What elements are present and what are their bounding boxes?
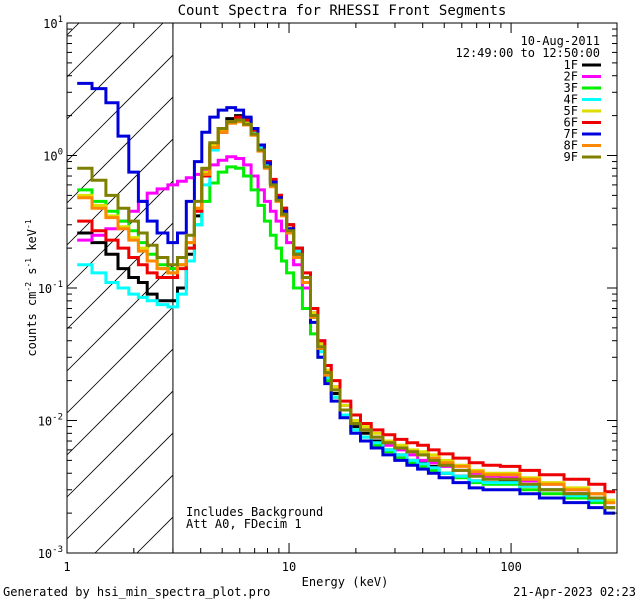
- x-tick-labels: 1 10 100: [63, 560, 522, 574]
- series-line-5F: [77, 118, 616, 502]
- series-layer: [77, 81, 616, 515]
- series-line-7F: [77, 81, 616, 515]
- legend-time-range: 12:49:00 to 12:50:00: [456, 46, 601, 60]
- legend-label-4F: 4F: [564, 93, 578, 107]
- hatch-line: [67, 432, 173, 540]
- annotation-background: Includes Background: [186, 505, 323, 519]
- x-tick-label: 10: [282, 560, 296, 574]
- series-line-1F: [77, 114, 616, 510]
- hatch-line: [67, 54, 173, 162]
- chart-title: Count Spectra for RHESSI Front Segments: [178, 3, 507, 19]
- legend-label-7F: 7F: [564, 127, 578, 141]
- y-axis-label: counts cm-2 s-1 keV-1: [24, 219, 39, 356]
- annotation-block: Includes Background Att A0, FDecim 1: [186, 505, 323, 531]
- y-tick-label: 10-3: [38, 545, 63, 561]
- hatch-line: [67, 96, 173, 204]
- hatch-line: [67, 348, 173, 456]
- series-line-9F: [77, 118, 616, 510]
- legend-label-5F: 5F: [564, 104, 578, 118]
- hatch-line: [67, 306, 173, 414]
- y-tick-label: 101: [43, 15, 63, 31]
- annotation-attenuator: Att A0, FDecim 1: [186, 517, 302, 531]
- series-line-8F: [77, 120, 616, 505]
- y-tick-labels: 10-3 10-2 10-1 100 101: [38, 15, 63, 561]
- legend-label-3F: 3F: [564, 81, 578, 95]
- x-tick-label: 100: [500, 560, 522, 574]
- y-tick-label: 10-2: [38, 413, 63, 429]
- legend-date: 10-Aug-2011: [521, 34, 600, 48]
- series-line-2F: [77, 155, 616, 505]
- legend-label-8F: 8F: [564, 139, 578, 153]
- footer-timestamp: 21-Apr-2023 02:23: [513, 585, 636, 599]
- x-axis-label: Energy (keV): [302, 575, 389, 589]
- legend-label-2F: 2F: [564, 70, 578, 84]
- y-tick-label: 10-1: [38, 280, 63, 296]
- legend-header: 10-Aug-2011 12:49:00 to 12:50:00: [456, 34, 601, 60]
- legend-label-9F: 9F: [564, 150, 578, 164]
- x-tick-label: 1: [63, 560, 70, 574]
- footer-generated-by: Generated by hsi_min_spectra_plot.pro: [3, 585, 270, 599]
- axis-ticks: [66, 22, 618, 554]
- series-line-4F: [77, 117, 616, 510]
- legend-label-1F: 1F: [564, 58, 578, 72]
- legend-label-6F: 6F: [564, 116, 578, 130]
- series-line-3F: [77, 165, 616, 515]
- y-tick-label: 100: [43, 148, 63, 164]
